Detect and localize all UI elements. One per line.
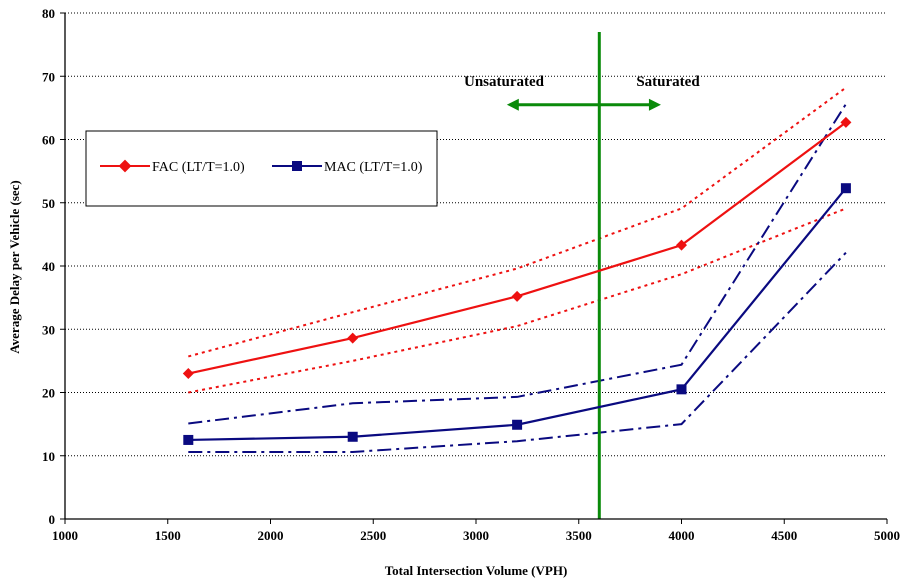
x-tick-label-1: 1500 — [155, 528, 181, 543]
band-line-2 — [188, 103, 847, 425]
y-tick-label-5: 50 — [42, 196, 55, 211]
legend-box — [85, 130, 438, 207]
legend-fac-marker — [118, 159, 132, 173]
saturation-threshold — [506, 31, 661, 519]
x-tick-label-7: 4500 — [771, 528, 797, 543]
series-0-point-1 — [347, 332, 359, 344]
saturation-annotation: Unsaturated Saturated — [464, 74, 700, 90]
x-tick-label-0: 1000 — [52, 528, 78, 543]
y-tick-label-2: 20 — [42, 386, 55, 401]
series-1-point-1 — [347, 431, 358, 442]
y-tick-label-3: 30 — [42, 322, 55, 337]
band-line-3 — [188, 252, 847, 453]
data-series — [182, 116, 852, 445]
unsaturated-label: Unsaturated — [464, 74, 545, 90]
legend-mac-label: MAC (LT/T=1.0) — [324, 160, 423, 175]
confidence-bands — [188, 86, 847, 453]
y-tick-label-0: 0 — [49, 512, 56, 527]
band-line-0 — [188, 86, 847, 358]
x-tick-label-5: 3500 — [566, 528, 592, 543]
y-tick-label-4: 40 — [42, 259, 55, 274]
y-tick-label-7: 70 — [42, 69, 55, 84]
legend-mac-marker — [292, 161, 302, 171]
legend-fac-label: FAC (LT/T=1.0) — [152, 160, 245, 175]
y-tick-label-8: 80 — [42, 6, 55, 21]
y-axis-title: Average Delay per Vehicle (sec) — [7, 180, 22, 354]
saturated-label: Saturated — [636, 74, 700, 90]
series-0-point-0 — [182, 368, 194, 380]
tick-labels: 1000 1500 2000 2500 3000 3500 4000 4500 5000 0 10 2… — [42, 6, 900, 543]
y-tick-label-1: 10 — [42, 449, 55, 464]
x-tick-label-3: 2500 — [360, 528, 386, 543]
series-0-point-4 — [840, 116, 852, 128]
series-0-point-3 — [676, 239, 687, 251]
y-tick-label-6: 60 — [42, 133, 55, 148]
arrow-head-right — [648, 98, 661, 111]
axes — [60, 12, 888, 524]
series-line-1 — [188, 187, 847, 442]
arrow-head-left — [506, 98, 519, 111]
x-tick-label-8: 5000 — [874, 528, 900, 543]
x-tick-label-2: 2000 — [258, 528, 284, 543]
legend: FAC (LT/T=1.0) MAC (LT/T=1.0) — [85, 130, 438, 207]
x-tick-label-6: 4000 — [669, 528, 695, 543]
gridlines — [65, 12, 887, 457]
x-axis-title: Total Intersection Volume (VPH) — [385, 563, 568, 578]
series-1-point-4 — [840, 183, 851, 194]
series-1-point-3 — [676, 384, 687, 395]
series-0-point-2 — [511, 290, 523, 302]
series-1-point-0 — [183, 434, 194, 445]
x-tick-label-4: 3000 — [463, 528, 489, 543]
series-1-point-2 — [512, 419, 523, 430]
